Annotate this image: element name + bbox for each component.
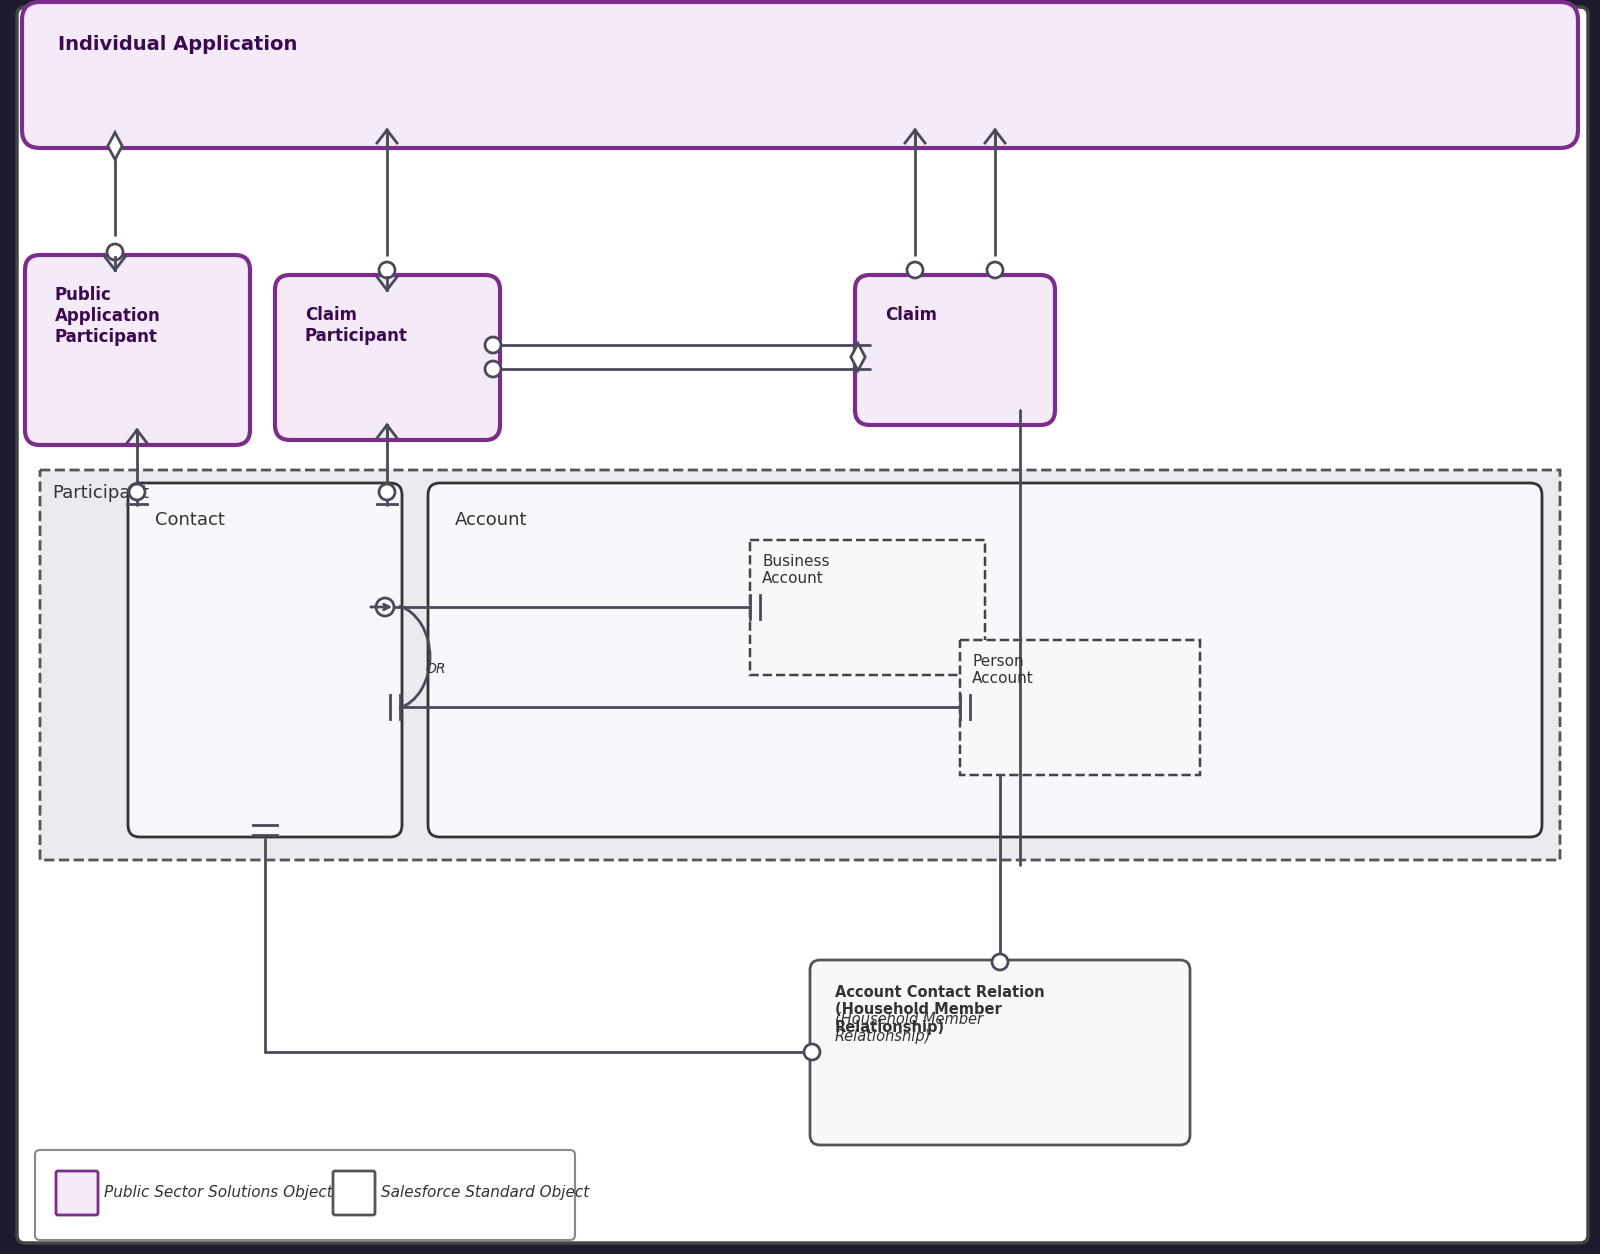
FancyBboxPatch shape xyxy=(960,640,1200,775)
Text: Claim
Participant: Claim Participant xyxy=(306,306,408,345)
FancyBboxPatch shape xyxy=(275,275,499,440)
FancyBboxPatch shape xyxy=(750,540,986,675)
Text: Public
Application
Participant: Public Application Participant xyxy=(54,286,160,346)
Text: (Household Member
Relationship): (Household Member Relationship) xyxy=(835,1012,982,1045)
Circle shape xyxy=(485,361,501,377)
Circle shape xyxy=(379,262,395,278)
FancyBboxPatch shape xyxy=(128,483,402,836)
FancyBboxPatch shape xyxy=(26,255,250,445)
Circle shape xyxy=(107,245,123,260)
Text: Contact: Contact xyxy=(155,510,226,529)
Text: Salesforce Standard Object: Salesforce Standard Object xyxy=(381,1185,589,1200)
FancyBboxPatch shape xyxy=(56,1171,98,1215)
FancyBboxPatch shape xyxy=(35,1150,574,1240)
Text: Individual Application: Individual Application xyxy=(58,35,298,54)
Circle shape xyxy=(992,954,1008,971)
Text: Account Contact Relation
(Household Member
Relationship): Account Contact Relation (Household Memb… xyxy=(835,984,1045,1035)
Circle shape xyxy=(379,484,395,500)
Circle shape xyxy=(805,1045,819,1060)
Text: Business
Account: Business Account xyxy=(762,554,829,587)
Text: OR: OR xyxy=(426,662,445,676)
FancyBboxPatch shape xyxy=(22,3,1578,148)
Circle shape xyxy=(907,262,923,278)
Circle shape xyxy=(485,337,501,352)
FancyBboxPatch shape xyxy=(810,961,1190,1145)
Text: Participant: Participant xyxy=(51,484,149,502)
Circle shape xyxy=(376,598,394,616)
Text: Claim: Claim xyxy=(885,306,938,324)
Polygon shape xyxy=(851,344,866,370)
Text: Person
Account: Person Account xyxy=(973,655,1034,686)
Polygon shape xyxy=(107,133,122,159)
FancyBboxPatch shape xyxy=(333,1171,374,1215)
FancyBboxPatch shape xyxy=(854,275,1054,425)
FancyBboxPatch shape xyxy=(40,470,1560,860)
FancyBboxPatch shape xyxy=(18,8,1587,1243)
FancyBboxPatch shape xyxy=(429,483,1542,836)
Text: Account: Account xyxy=(454,510,528,529)
Text: Public Sector Solutions Object: Public Sector Solutions Object xyxy=(104,1185,333,1200)
Circle shape xyxy=(130,484,146,500)
Circle shape xyxy=(987,262,1003,278)
